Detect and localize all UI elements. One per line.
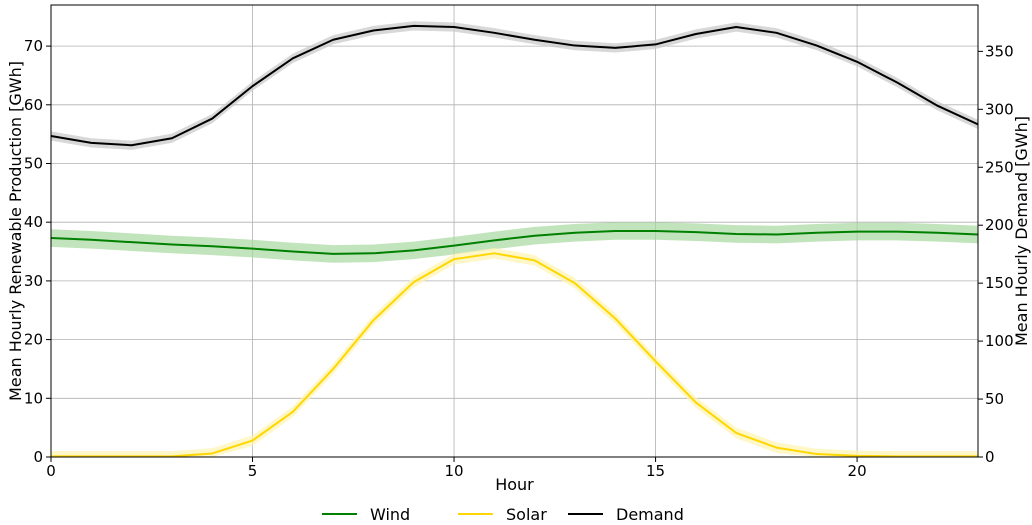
left-y-tick-label: 20 — [24, 331, 43, 349]
left-y-tick-label: 70 — [24, 37, 43, 55]
right-y-axis-label: Mean Hourly Demand [GWh] — [1012, 116, 1031, 346]
wind-line — [50, 230, 979, 255]
right-y-tick-label: 200 — [985, 216, 1014, 234]
solar-line — [51, 252, 978, 458]
x-tick-label: 15 — [646, 462, 665, 480]
confidence-bands — [51, 21, 978, 457]
right-y-tick-label: 250 — [985, 158, 1014, 176]
x-axis-label: Hour — [495, 475, 534, 494]
x-tick-label: 5 — [248, 462, 258, 480]
solar-band — [51, 248, 978, 457]
right-y-tick-label: 0 — [985, 448, 995, 466]
legend-demand-label: Demand — [616, 505, 684, 524]
demand-band — [51, 21, 978, 150]
left-y-tick-label: 60 — [24, 96, 43, 114]
x-tick-label: 10 — [444, 462, 463, 480]
right-y-tick-label: 300 — [985, 100, 1014, 118]
right-y-tick-label: 50 — [985, 390, 1004, 408]
left-y-tick-label: 10 — [24, 389, 43, 407]
left-y-tick-label: 50 — [24, 154, 43, 172]
left-y-tick-label: 30 — [24, 272, 43, 290]
series-lines — [50, 24, 979, 458]
right-y-tick-label: 100 — [985, 332, 1014, 350]
left-y-tick-label: 40 — [24, 213, 43, 231]
left-y-axis-ticks: 0 10 20 30 40 50 60 70 — [24, 37, 51, 466]
wind-band — [51, 222, 978, 263]
left-y-axis-label: Mean Hourly Renewable Production [GWh] — [6, 61, 25, 401]
legend-wind-label: Wind — [370, 505, 410, 524]
right-y-tick-label: 150 — [985, 274, 1014, 292]
x-tick-label: 0 — [46, 462, 56, 480]
demand-line — [50, 24, 979, 147]
x-axis-ticks: 0 5 10 15 20 — [46, 457, 867, 480]
right-y-axis-ticks: 0 50 100 150 200 250 300 350 — [978, 42, 1014, 466]
legend-solar-label: Solar — [506, 505, 547, 524]
x-tick-label: 20 — [848, 462, 867, 480]
plot-frame — [50, 4, 979, 458]
right-y-tick-label: 350 — [985, 42, 1014, 60]
legend: Wind Solar Demand — [322, 505, 684, 524]
left-y-tick-label: 0 — [33, 448, 43, 466]
